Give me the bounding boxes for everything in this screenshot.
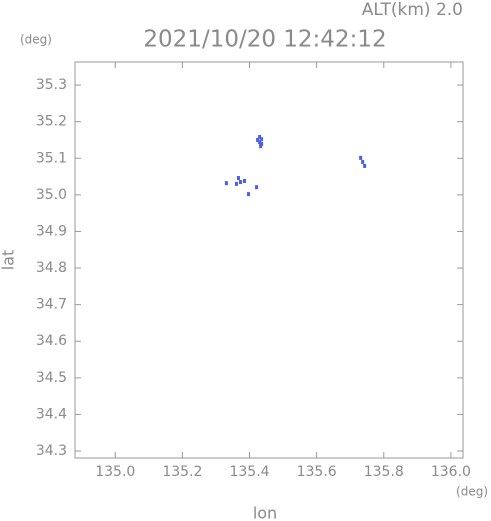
y-tick-label: 34.3 (36, 443, 67, 459)
y-axis-label: lat (0, 250, 18, 271)
echo-point (258, 135, 262, 140)
y-tick-label: 35.3 (36, 77, 67, 93)
echo-point (259, 144, 263, 149)
y-unit: (deg) (20, 33, 52, 47)
x-tick-label: 136.0 (431, 464, 471, 480)
x-tick-label: 135.0 (95, 464, 135, 480)
echo-point (258, 140, 262, 145)
x-unit: (deg) (456, 485, 488, 499)
x-tick-label: 135.8 (364, 464, 404, 480)
y-tick-label: 34.9 (36, 223, 67, 239)
echo-point (224, 181, 228, 186)
x-tick-label: 135.2 (162, 464, 202, 480)
echo-point (260, 137, 264, 142)
y-tick-label: 35.1 (36, 150, 67, 166)
y-tick-label: 34.6 (36, 333, 67, 349)
y-tick-label: 34.8 (36, 260, 67, 276)
x-axis-label: lon (253, 504, 277, 521)
echo-point (256, 137, 260, 142)
echo-point (363, 163, 367, 168)
echo-point (234, 181, 238, 186)
echo-point (359, 155, 363, 160)
y-tick-label: 35.2 (36, 114, 67, 130)
echo-point (255, 185, 259, 190)
y-tick-label: 34.5 (36, 370, 67, 386)
y-tick-label: 34.7 (36, 297, 67, 313)
echo-point (260, 141, 264, 146)
plot-frame (74, 61, 464, 459)
echo-point (236, 176, 240, 181)
chart-subtitle: ALT(km) 2.0 (362, 0, 463, 20)
y-tick-label: 34.4 (36, 406, 67, 422)
echo-point (247, 192, 251, 197)
chart-title: 2021/10/20 12:42:12 (143, 27, 386, 53)
x-tick-label: 135.4 (229, 464, 269, 480)
x-tick-label: 135.6 (297, 464, 337, 480)
echo-point (361, 159, 365, 164)
echo-point (238, 180, 242, 185)
y-tick-label: 35.0 (36, 187, 67, 203)
echo-point (242, 178, 246, 183)
